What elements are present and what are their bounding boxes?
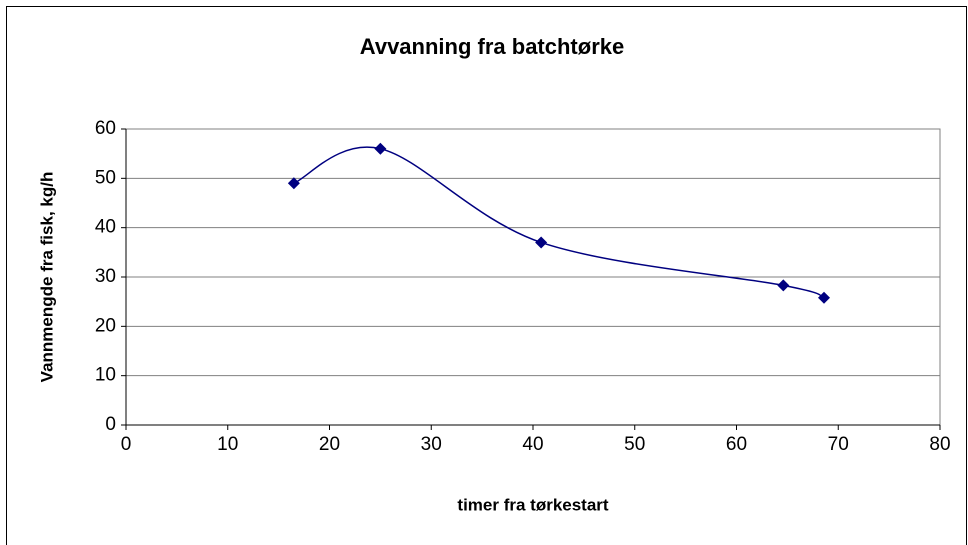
y-tick-label: 40 [95, 217, 116, 238]
x-tick-label: 70 [828, 434, 849, 455]
x-tick-label: 60 [726, 434, 747, 455]
y-tick-label: 20 [95, 315, 116, 336]
x-tick-label: 30 [421, 434, 442, 455]
data-point [777, 279, 790, 292]
data-point [374, 142, 387, 155]
x-tick-label: 40 [522, 434, 543, 455]
data-point [287, 177, 300, 190]
y-tick-label: 0 [105, 414, 116, 435]
x-axis-label: timer fra tørkestart [457, 495, 609, 514]
y-axis-label: Vannmengde fra fisk, kg/h [37, 172, 56, 383]
data-point [535, 236, 548, 249]
x-tick-label: 10 [217, 434, 238, 455]
x-tick-label: 20 [319, 434, 340, 455]
y-tick-label: 30 [95, 266, 116, 287]
data-point [818, 291, 831, 304]
x-tick-label: 80 [929, 434, 950, 455]
x-tick-label: 50 [624, 434, 645, 455]
y-tick-label: 10 [95, 365, 116, 386]
y-tick-label: 50 [95, 167, 116, 188]
y-tick-label: 60 [95, 118, 116, 139]
x-tick-label: 0 [121, 434, 132, 455]
chart-title: Avvanning fra batchtørke [360, 34, 624, 59]
